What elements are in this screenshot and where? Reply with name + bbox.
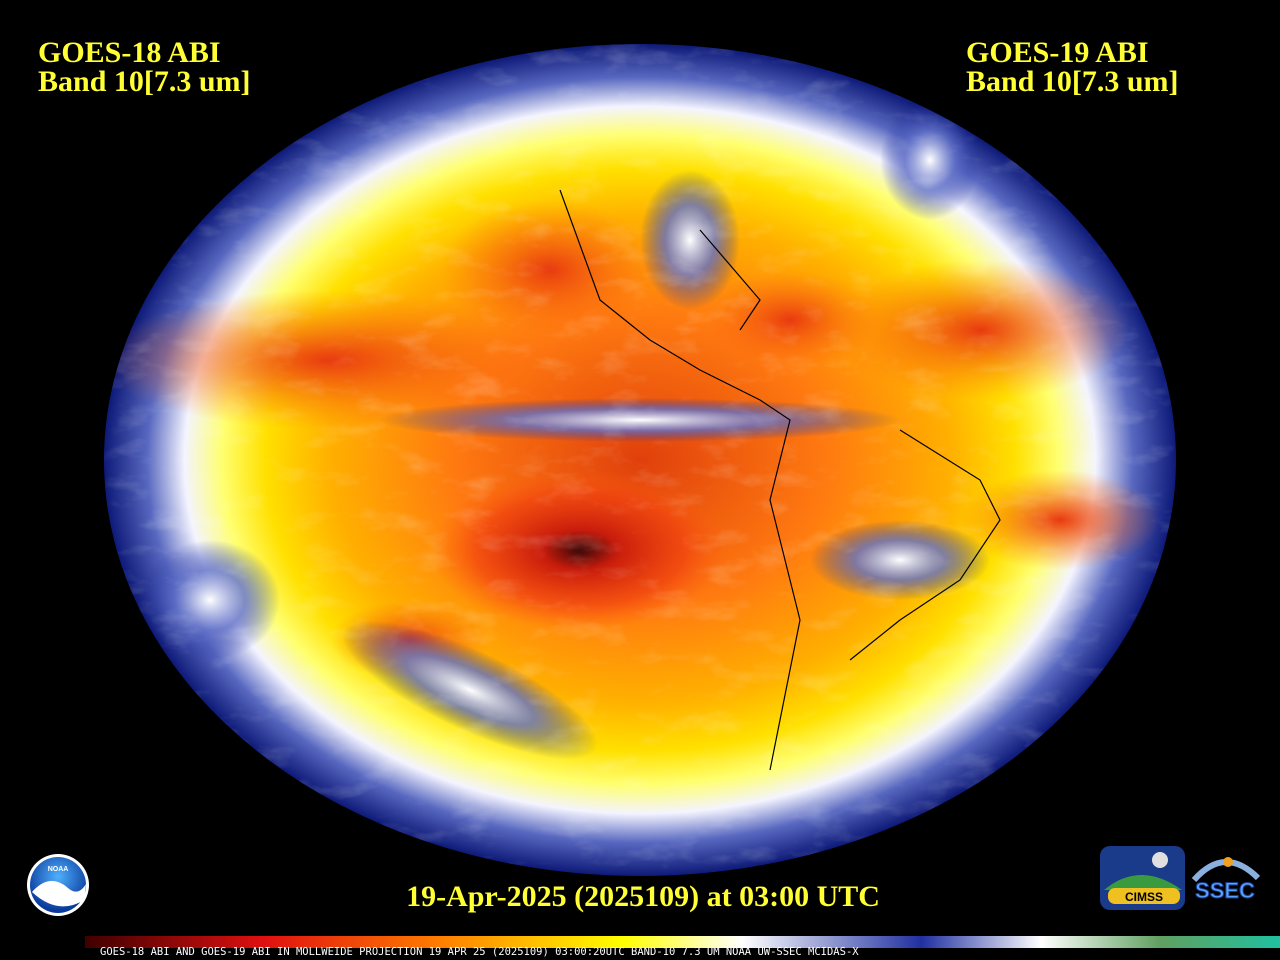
footer-caption: GOES-18 ABI AND GOES-19 ABI IN MOLLWEIDE… [100, 946, 859, 958]
noaa-text: NOAA [48, 866, 69, 873]
cimss-text: CIMSS [1125, 890, 1163, 904]
left-band: Band 10[7.3 um] [38, 65, 251, 98]
ssec-text: SSEC [1195, 878, 1255, 903]
right-satellite: GOES-19 ABI [966, 36, 1149, 69]
noaa-logo: NOAA [27, 854, 89, 916]
color-bar [85, 936, 1280, 948]
coastlines [559, 189, 1001, 771]
cimss-logo: CIMSS [1100, 846, 1185, 910]
weather-features [104, 44, 1176, 876]
ssec-logo: SSEC [1191, 857, 1261, 904]
timestamp: 19-Apr-2025 (2025109) at 03:00 UTC [406, 880, 880, 913]
left-satellite: GOES-18 ABI [38, 36, 221, 69]
right-band: Band 10[7.3 um] [966, 65, 1179, 98]
